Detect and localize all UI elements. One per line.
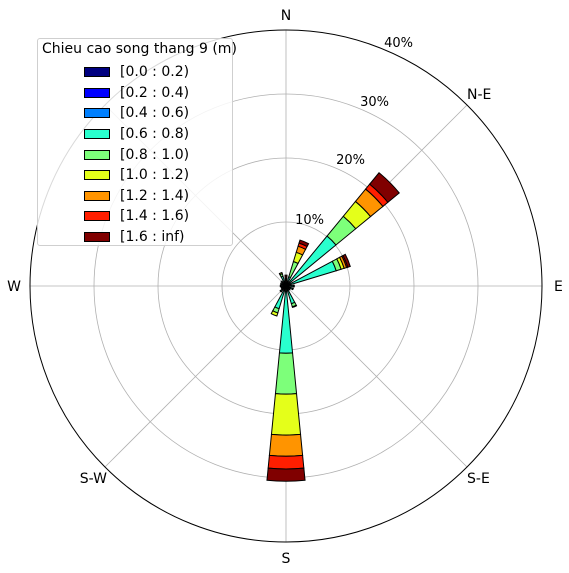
legend-swatch [84,129,110,139]
dir-label-w: W [7,279,21,295]
radial-tick-label-40: 40% [384,36,413,51]
dir-label-ne: N-E [467,87,491,103]
grid-spoke [286,286,467,467]
legend-item: [1.2 : 1.4) [84,186,189,207]
dir-label-e: E [554,279,563,295]
legend-items: [0.0 : 0.2) [0.2 : 0.4) [0.4 : 0.6) [0.6… [84,62,189,247]
rose-bar-segment [280,290,281,291]
legend-label: [0.8 : 1.0) [120,147,189,163]
radial-tick-label-20: 20% [336,153,365,168]
dir-label-s: S [282,551,291,567]
legend-label: [1.2 : 1.4) [120,188,189,204]
legend-item: [0.6 : 0.8) [84,124,189,145]
legend-item: [0.4 : 0.6) [84,103,189,124]
dir-label-n: N [281,8,291,24]
legend-item: [0.0 : 0.2) [84,62,189,83]
legend: Chieu cao song thang 9 (m) [0.0 : 0.2) [… [37,38,233,246]
dir-label-sw: S-W [80,471,107,487]
rose-bar-segment [279,273,282,275]
legend-swatch [84,191,110,201]
legend-item: [0.2 : 0.4) [84,83,189,104]
legend-label: [1.0 : 1.2) [120,167,189,183]
legend-title: Chieu cao song thang 9 (m) [42,41,237,57]
legend-swatch [84,108,110,118]
legend-label: [0.0 : 0.2) [120,64,189,80]
legend-label: [0.4 : 0.6) [120,105,189,121]
rose-bar-segment [269,434,302,456]
rose-bar-segment [294,285,295,287]
legend-label: [0.6 : 0.8) [120,126,189,142]
legend-item: [1.0 : 1.2) [84,165,189,186]
legend-swatch [84,232,110,242]
legend-item: [1.4 : 1.6) [84,206,189,227]
legend-swatch [84,211,110,221]
dir-label-se: S-E [467,471,490,487]
rose-bars [267,173,399,481]
legend-swatch [84,67,110,77]
legend-label: [0.2 : 0.4) [120,85,189,101]
radial-tick-label-10: 10% [295,213,324,228]
rose-bar-segment [275,353,296,394]
legend-item: [1.6 : inf) [84,227,189,248]
legend-swatch [84,150,110,160]
rose-bar-segment [285,275,287,277]
legend-label: [1.6 : inf) [120,229,185,245]
rose-bar-segment [268,455,304,469]
legend-swatch [84,88,110,98]
grid-spoke [105,286,286,467]
rose-bar-segment [271,394,300,435]
rose-bar-segment [292,288,293,290]
legend-label: [1.4 : 1.6) [120,208,189,224]
legend-item: [0.8 : 1.0) [84,144,189,165]
radial-tick-label-30: 30% [360,95,389,110]
rose-bar-segment [267,468,305,481]
legend-swatch [84,170,110,180]
